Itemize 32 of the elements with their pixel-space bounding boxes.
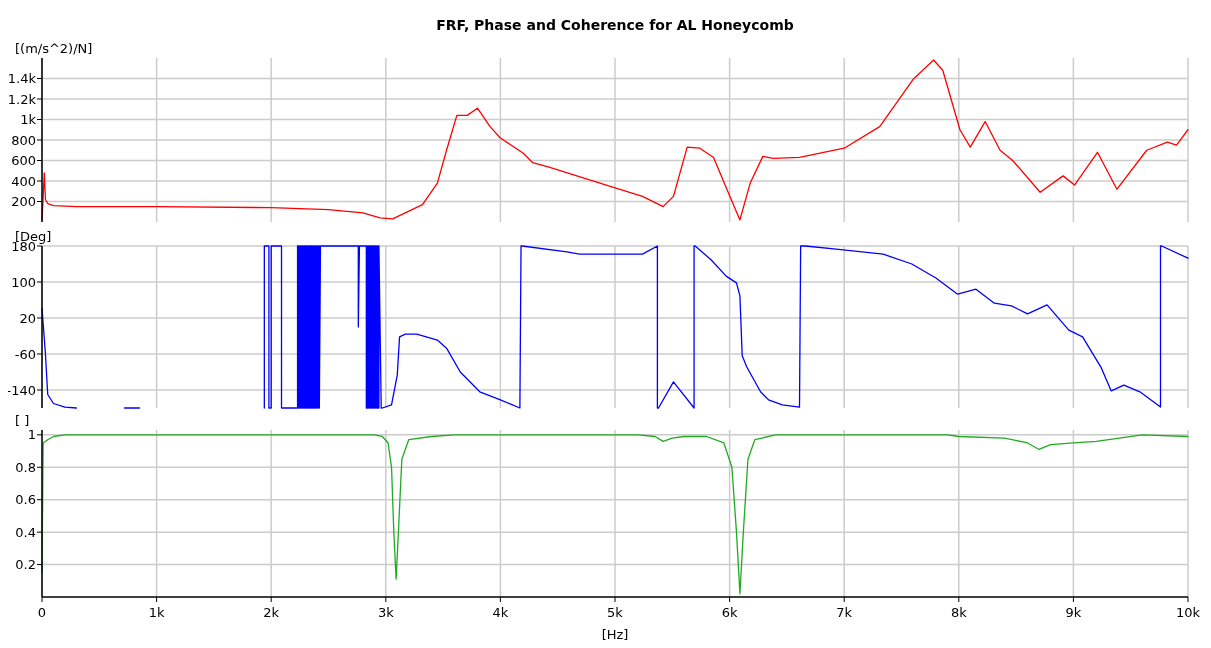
y-tick-label: 1.2k — [7, 91, 37, 107]
y-tick-label: -140 — [6, 382, 36, 398]
y-tick-label: 0.8 — [15, 459, 36, 475]
y-tick-label: 400 — [11, 173, 36, 189]
y-axis-title: [ ] — [15, 413, 30, 428]
x-tick-label: 9k — [1065, 605, 1082, 620]
x-tick-label: 7k — [836, 605, 853, 620]
y-tick-label: 0.4 — [15, 524, 36, 540]
y-tick-label: 800 — [11, 132, 36, 148]
x-tick-label: 0 — [37, 605, 47, 620]
y-tick-label: -60 — [14, 346, 36, 362]
chart-title: FRF, Phase and Coherence for AL Honeycomb — [436, 17, 794, 33]
x-tick-label: 6k — [721, 605, 738, 620]
x-tick-label: 2k — [263, 605, 280, 620]
y-tick-label: 1 — [27, 427, 36, 443]
x-tick-label: 5k — [607, 605, 624, 620]
y-tick-label: 200 — [11, 194, 36, 210]
x-axis-title: [Hz] — [601, 627, 629, 642]
y-tick-label: 20 — [19, 310, 36, 326]
y-tick-label: 1.4k — [7, 71, 37, 87]
x-tick-label: 10k — [1175, 605, 1201, 620]
line-series — [41, 59, 1189, 221]
y-tick-label: 0.6 — [15, 492, 36, 508]
x-tick-label: 3k — [377, 605, 395, 620]
y-tick-label: 600 — [11, 153, 36, 169]
y-axis-title: [(m/s^2)/N] — [15, 41, 93, 56]
x-tick-label: 1k — [148, 605, 165, 620]
y-tick-label: 0.2 — [15, 557, 36, 573]
y-tick-label: 100 — [11, 274, 36, 290]
x-tick-label: 4k — [492, 605, 509, 620]
x-tick-label: 8k — [950, 605, 968, 620]
y-tick-label: 1k — [20, 112, 37, 128]
